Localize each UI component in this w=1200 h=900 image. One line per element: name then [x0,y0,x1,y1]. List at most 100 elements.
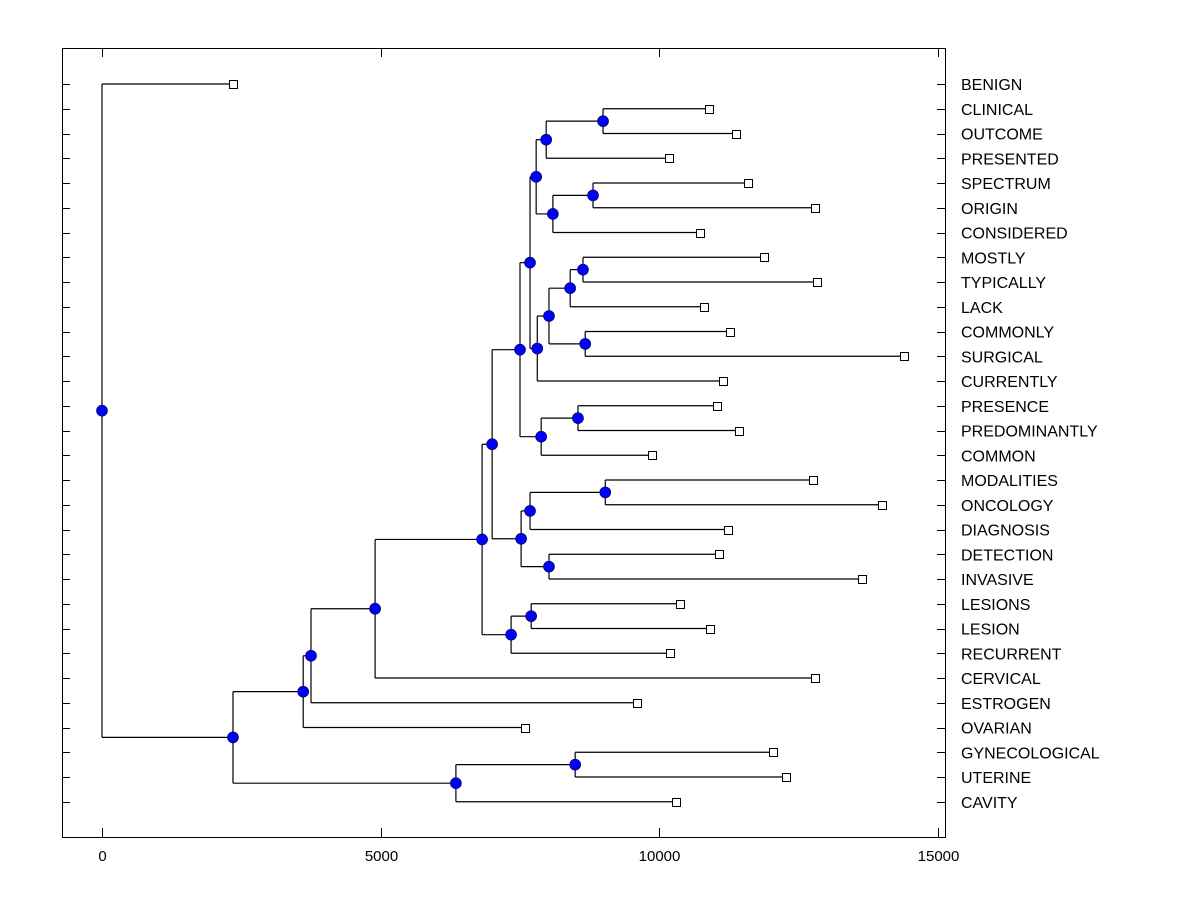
leaf-marker [878,501,887,510]
x-tick-label: 0 [98,848,106,865]
leaf-label: CURRENTLY [961,374,1058,391]
leaf-label: DETECTION [961,547,1053,564]
leaf-marker [666,649,675,658]
leaf-label: COMMON [961,448,1036,465]
leaf-label: CONSIDERED [961,226,1068,243]
leaf-marker [900,352,909,361]
leaf-marker [769,748,778,757]
cluster-node [514,343,526,356]
cluster-node [96,404,108,417]
leaf-marker [744,179,753,188]
leaf-marker [676,600,685,609]
leaf-label: ORIGIN [961,201,1018,218]
leaf-label: COMMONLY [961,325,1054,342]
cluster-node [476,533,488,546]
leaf-marker [633,699,642,708]
cluster-node [450,777,462,789]
leaf-marker [713,402,722,411]
leaf-marker [724,526,733,535]
cluster-node [505,628,517,641]
leaf-label: RECURRENT [961,646,1062,663]
leaf-label: OVARIAN [961,721,1032,738]
leaf-marker [648,451,657,460]
leaf-label: BENIGN [961,77,1022,94]
leaf-label: MODALITIES [961,473,1058,490]
cluster-node [486,438,498,451]
cluster-node [577,263,589,276]
leaf-label: ESTROGEN [961,696,1051,713]
cluster-node [297,685,309,698]
leaf-label: TYPICALLY [961,275,1046,292]
cluster-node [227,731,239,744]
cluster-node [564,282,576,294]
leaf-marker [760,253,769,262]
cluster-node [525,610,537,622]
leaf-marker [782,773,791,782]
leaf-label: CLINICAL [961,102,1033,119]
tree-edges [101,83,905,803]
leaf-label: CAVITY [961,795,1018,812]
leaf-marker [521,724,530,733]
leaf-marker [715,550,724,559]
leaf-marker [706,625,715,634]
leaf-marker [858,575,867,584]
leaf-marker [735,427,744,436]
leaf-marker [705,105,714,114]
leaf-markers [229,80,909,807]
cluster-node [579,338,592,350]
x-tick-label: 15000 [918,848,960,865]
leaf-label: MOSTLY [961,250,1026,267]
cluster-node [599,486,612,499]
leaf-marker [229,80,238,89]
leaf-marker [809,476,818,485]
leaf-label: PRESENCE [961,399,1049,416]
leaf-marker [811,674,820,683]
cluster-node [540,133,552,146]
cluster-node [369,602,381,615]
leaf-marker [672,798,681,807]
x-tick-label: 5000 [365,848,398,865]
leaf-label: PRESENTED [961,151,1059,168]
leaf-label: PREDOMINANTLY [961,424,1098,441]
cluster-node [530,171,542,183]
leaf-marker [726,328,735,337]
leaf-label: SPECTRUM [961,176,1051,193]
cluster-node [524,505,536,517]
leaf-label: CERVICAL [961,671,1041,688]
leaf-label: ONCOLOGY [961,498,1054,515]
leaf-marker [732,130,741,139]
cluster-node [597,115,609,127]
axis-ticks [62,48,945,837]
x-tick-labels: 0 5000 10000 15000 [98,848,959,865]
cluster-node [543,310,555,322]
cluster-node [569,758,581,771]
leaf-label: LACK [961,300,1003,317]
cluster-node [305,649,317,662]
cluster-node [547,208,559,220]
cluster-node [524,256,536,269]
cluster-node [543,560,555,573]
leaf-marker [813,278,822,287]
leaf-marker [811,204,820,213]
leaf-marker [719,377,728,386]
leaf-marker [700,303,709,312]
leaf-label: OUTCOME [961,127,1043,144]
leaf-label: UTERINE [961,770,1031,787]
leaf-label: LESION [961,622,1020,639]
cluster-node [587,189,599,202]
plot-frame [62,48,946,838]
leaf-marker [665,154,674,163]
cluster-node [515,532,527,545]
tree-nodes [96,115,612,789]
leaf-label: DIAGNOSIS [961,523,1050,540]
leaf-marker [696,229,705,238]
leaf-labels: BENIGN CLINICAL OUTCOME PRESENTED SPECTRUM OR… [961,77,1100,812]
cluster-node [572,412,584,424]
leaf-label: LESIONS [961,597,1030,614]
cluster-node [535,430,547,443]
leaf-label: INVASIVE [961,572,1034,589]
leaf-label: GYNECOLOGICAL [961,745,1100,762]
leaf-label: SURGICAL [961,349,1043,366]
cluster-node [531,342,544,355]
